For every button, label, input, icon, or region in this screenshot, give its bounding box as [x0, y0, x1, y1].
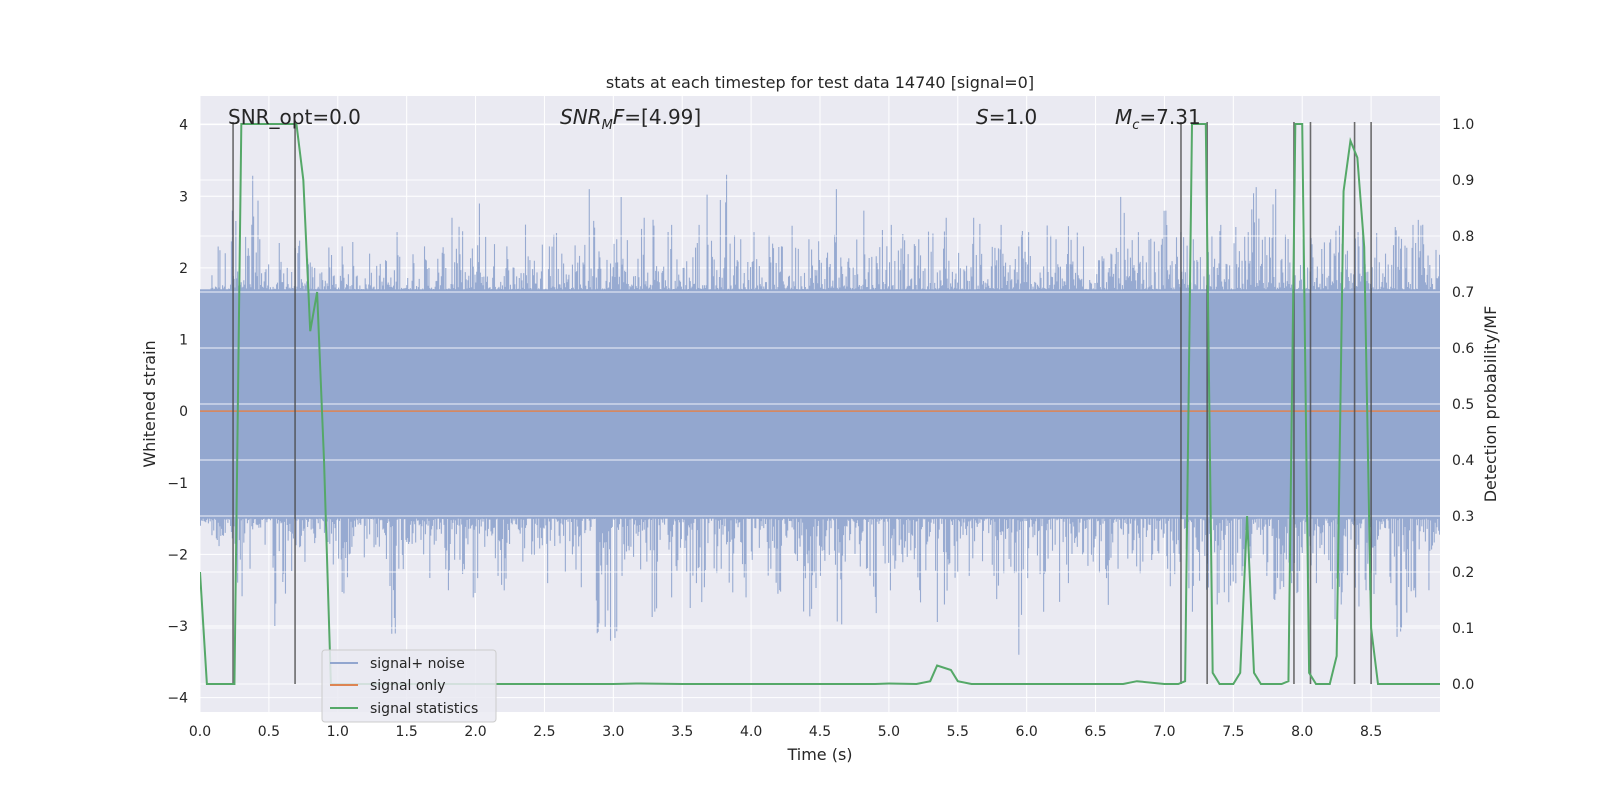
x-tick-label: 5.5 [947, 724, 969, 740]
snr-mf-value: =[4.99] [624, 105, 701, 129]
snr-mf-f: F [613, 105, 625, 129]
y-tick-label-right: 0.8 [1452, 229, 1474, 245]
x-tick-label: 3.0 [602, 724, 624, 740]
x-tick-label: 8.5 [1360, 724, 1382, 740]
x-tick-label: 4.0 [740, 724, 762, 740]
y-tick-label: 0 [179, 404, 188, 420]
x-tick-label: 0.5 [258, 724, 280, 740]
annotation-snr-mf: SNRMF=[4.99] [560, 105, 701, 133]
mc-sub: c [1132, 118, 1139, 133]
y-tick-label: 4 [179, 118, 188, 134]
y-tick-label-right: 0.3 [1452, 509, 1474, 525]
y-tick-label: −1 [167, 476, 188, 492]
chart-title: stats at each timestep for test data 147… [606, 73, 1034, 92]
x-tick-label: 1.5 [396, 724, 418, 740]
snr-mf-name: SNR [560, 105, 602, 129]
y-ticks-left: −4 −3 −2 −1 0 1 2 3 4 [167, 118, 188, 707]
x-axis-label: Time (s) [786, 745, 852, 764]
mc-value: =7.31 [1139, 105, 1200, 129]
y-tick-label-right: 0.5 [1452, 397, 1474, 413]
y-tick-label: 3 [179, 189, 188, 205]
series-signal-statistics [200, 123, 1440, 686]
x-tick-label: 2.0 [464, 724, 486, 740]
y-tick-label-right: 0.2 [1452, 565, 1474, 581]
y-ticks-right: 0.0 0.1 0.2 0.3 0.4 0.5 0.6 0.7 0.8 0.9 1.0 [1452, 117, 1474, 693]
x-tick-label: 6.5 [1084, 724, 1106, 740]
x-tick-label: 6.0 [1016, 724, 1038, 740]
s-name: S [976, 105, 989, 129]
y-tick-label: 2 [179, 261, 188, 277]
signal-statistics-line [200, 123, 1440, 686]
x-ticks: 0.0 0.5 1.0 1.5 2.0 2.5 3.0 3.5 4.0 4.5 5.0 5.5 6.0 6… [189, 724, 1382, 740]
x-tick-label: 2.5 [533, 724, 555, 740]
legend-label-signal-only: signal only [370, 678, 445, 694]
s-value: =1.0 [989, 105, 1038, 129]
legend-label-signal-statistics: signal statistics [370, 701, 478, 717]
y-axis-label: Whitened strain [140, 340, 159, 467]
x-tick-label: 1.0 [327, 724, 349, 740]
x-tick-label: 8.0 [1291, 724, 1313, 740]
snr-mf-sub: M [602, 118, 613, 133]
x-tick-label: 3.5 [671, 724, 693, 740]
y-tick-label-right: 0.1 [1452, 621, 1474, 637]
annotation-s: S=1.0 [976, 105, 1037, 129]
y-tick-label: 1 [179, 333, 188, 349]
y-axis-label-right: Detection probability/MF [1481, 306, 1500, 503]
annotation-mc: Mc=7.31 [1115, 105, 1201, 133]
x-tick-label: 4.5 [809, 724, 831, 740]
y-tick-label-right: 1.0 [1452, 117, 1474, 133]
legend-label-signal-plus-noise: signal+ noise [370, 656, 465, 672]
x-tick-label: 7.0 [1153, 724, 1175, 740]
y-tick-label: −2 [167, 547, 188, 563]
legend-box [321, 649, 497, 723]
y-tick-label-right: 0.0 [1452, 677, 1474, 693]
y-tick-label-right: 0.9 [1452, 173, 1474, 189]
x-tick-label: 7.5 [1222, 724, 1244, 740]
annotation-snr-opt: SNR_opt=0.0 [228, 105, 361, 129]
y-tick-label-right: 0.7 [1452, 285, 1474, 301]
legend: signal+ noise signal only signal statist… [321, 649, 497, 723]
y-tick-label: −4 [167, 691, 188, 707]
y-tick-label-right: 0.6 [1452, 341, 1474, 357]
y-tick-label: −3 [167, 619, 188, 635]
mc-name: M [1115, 105, 1132, 129]
y-tick-label-right: 0.4 [1452, 453, 1474, 469]
x-tick-label: 5.0 [878, 724, 900, 740]
x-tick-label: 0.0 [189, 724, 211, 740]
